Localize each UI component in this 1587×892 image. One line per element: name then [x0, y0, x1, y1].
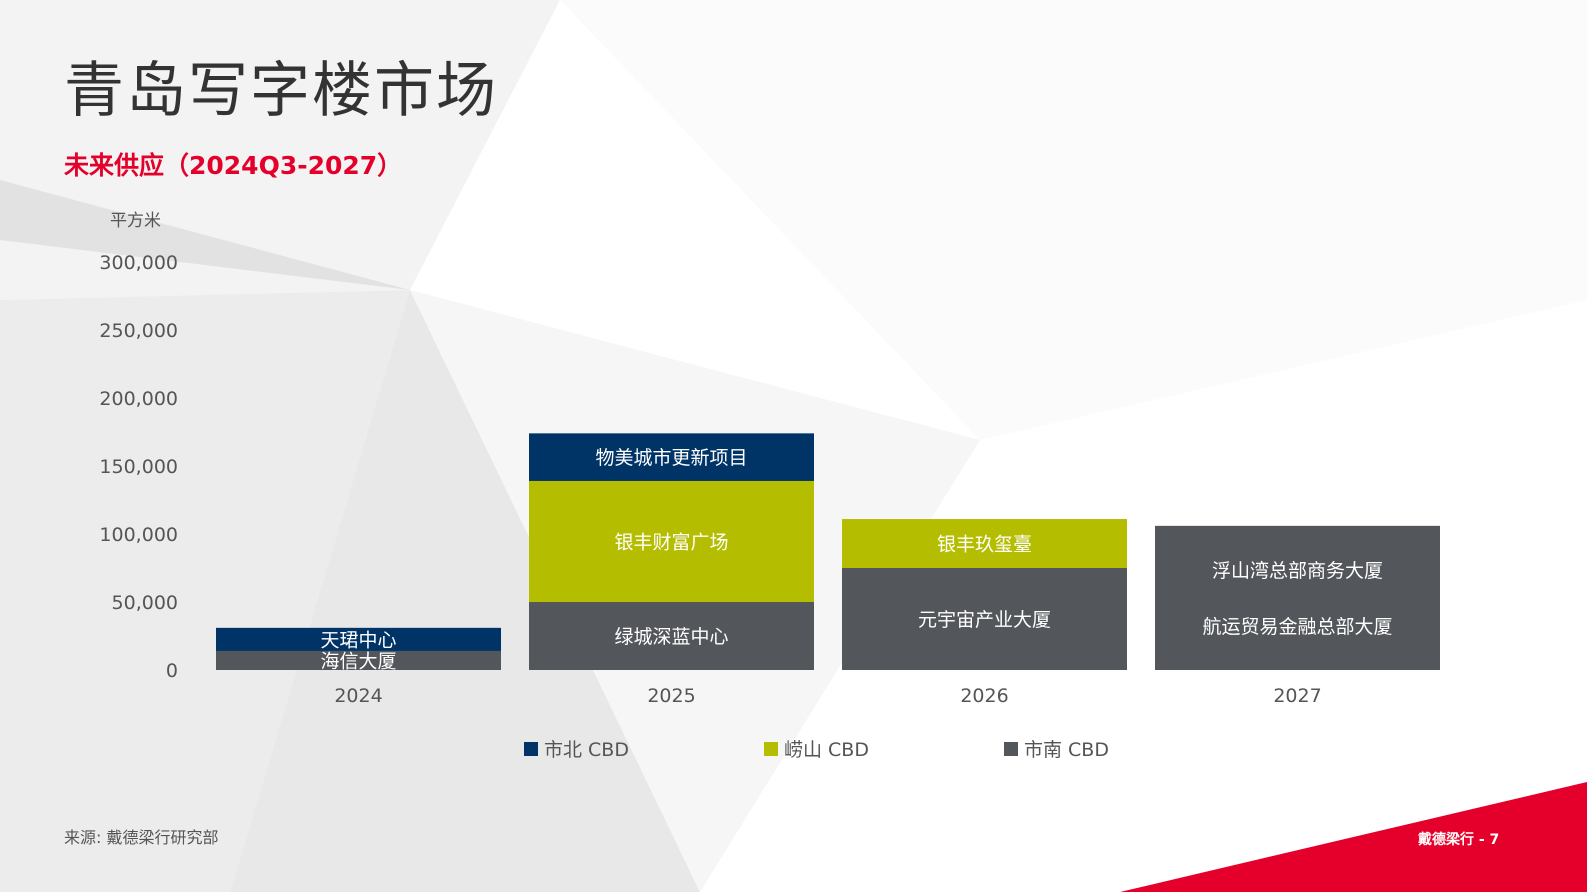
bar-segment-label: 航运贸易金融总部大厦 — [1202, 616, 1392, 638]
y-axis-unit: 平方米 — [110, 211, 161, 231]
x-tick-label: 2025 — [647, 685, 695, 707]
x-tick-label: 2024 — [334, 685, 382, 707]
x-tick-label: 2027 — [1273, 685, 1321, 707]
y-tick-label: 150,000 — [99, 456, 178, 478]
legend-label: 崂山 CBD — [784, 739, 869, 761]
bar-segment-label: 海信大厦 — [320, 650, 396, 672]
bar-segment — [216, 650, 501, 670]
footer-accent — [1120, 782, 1587, 892]
x-tick-label: 2026 — [960, 685, 1008, 707]
bar-segment-label: 银丰玖玺臺 — [937, 534, 1032, 556]
legend-label: 市南 CBD — [1024, 739, 1109, 761]
bar-segment-label: 浮山湾总部商务大厦 — [1212, 560, 1383, 582]
bar-segment — [216, 627, 501, 651]
source-note: 来源: 戴德梁行研究部 — [64, 828, 219, 847]
page-title: 青岛写字楼市场 — [64, 56, 498, 126]
bar-segment — [529, 433, 814, 481]
legend-swatch — [1004, 742, 1018, 756]
y-tick-label: 0 — [166, 660, 178, 682]
bar-segment-label: 绿城深蓝中心 — [614, 626, 728, 648]
bar-segment-label: 银丰财富广场 — [614, 531, 728, 553]
bar-segment — [842, 568, 1127, 670]
bar-segment — [529, 602, 814, 670]
y-tick-label: 100,000 — [99, 524, 178, 546]
legend-swatch — [764, 742, 778, 756]
legend-label: 市北 CBD — [544, 739, 629, 761]
footer-page-label: 戴德梁行 - 7 — [1418, 832, 1500, 848]
bar-segment-label: 元宇宙产业大厦 — [918, 609, 1051, 631]
bar-segment — [1155, 525, 1440, 670]
y-tick-label: 250,000 — [99, 320, 178, 342]
y-tick-label: 300,000 — [99, 252, 178, 274]
y-tick-label: 200,000 — [99, 388, 178, 410]
bar-segment — [529, 480, 814, 602]
page-subtitle: 未来供应（2024Q3-2027） — [64, 151, 403, 180]
y-tick-label: 50,000 — [112, 592, 178, 614]
bar-segment-label: 物美城市更新项目 — [595, 447, 747, 469]
bar-segment-label: 天珺中心 — [320, 629, 396, 651]
bar-segment — [842, 519, 1127, 568]
legend-swatch — [524, 742, 538, 756]
